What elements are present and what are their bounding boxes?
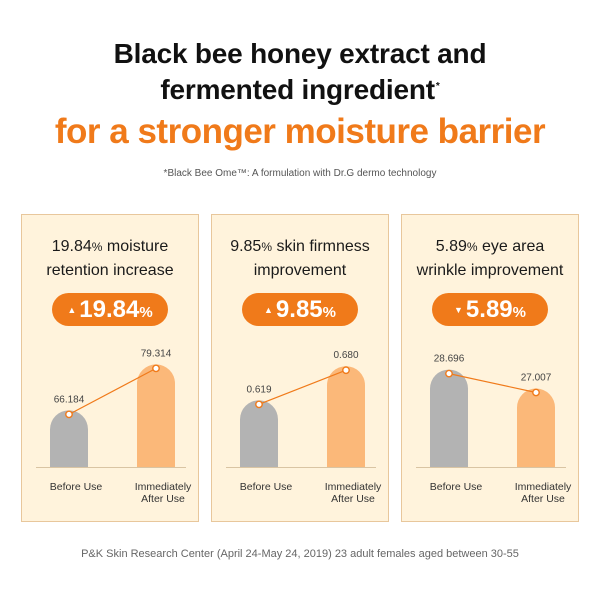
change-badge: ▲ 19.84% <box>52 293 168 326</box>
card-title-line2: wrinkle improvement <box>416 262 564 279</box>
card-title-text: skin firmness <box>276 238 370 255</box>
headline-asterisk: * <box>435 80 440 92</box>
card-title-text: moisture <box>106 238 169 255</box>
card-title-unit: % <box>466 240 478 254</box>
x-label-before: Before Use <box>41 481 111 493</box>
change-badge: ▼ 5.89% <box>432 293 548 326</box>
bar-after <box>137 364 175 467</box>
card-title: 9.85% skin firmness improvement <box>212 235 388 282</box>
card-title-value: 5.89 <box>435 238 467 255</box>
card-title-line2: improvement <box>253 262 347 279</box>
study-source: P&K Skin Research Center (April 24-May 2… <box>81 548 519 560</box>
x-label-before-text: Before Use <box>429 481 483 493</box>
x-label-before: Before Use <box>421 481 491 493</box>
headline-line-1: Black bee honey extract and <box>113 38 487 69</box>
stat-card-moisture: 19.84% moisture retention increase ▲ 19.8… <box>21 214 199 522</box>
x-label-after: Immediately After Use <box>128 481 198 505</box>
x-label-after-line1: Immediately <box>514 481 572 493</box>
headline-line-2-text: fermented ingredient <box>160 74 435 105</box>
card-title: 5.89% eye area wrinkle improvement <box>402 235 578 282</box>
x-label-after-line2: After Use <box>521 493 565 505</box>
point-before <box>255 400 263 409</box>
trend-line <box>258 369 347 405</box>
point-before <box>65 410 73 419</box>
stat-card-firmness: 9.85% skin firmness improvement ▲ 9.85% 0… <box>211 214 389 522</box>
trend-line <box>448 373 537 394</box>
x-label-after-line2: After Use <box>331 493 375 505</box>
change-badge: ▲ 9.85% <box>242 293 358 326</box>
x-label-after: Immediately After Use <box>508 481 578 505</box>
point-after <box>342 366 350 375</box>
card-title-value: 9.85 <box>230 238 262 255</box>
card-title-text: eye area <box>482 238 545 255</box>
bar-before <box>430 369 468 467</box>
value-label-after: 27.007 <box>521 373 552 384</box>
card-title-line2: retention increase <box>46 262 174 279</box>
bar-before <box>50 410 88 467</box>
bar-before <box>240 400 278 467</box>
card-title: 19.84% moisture retention increase <box>22 235 198 282</box>
bar-after <box>517 388 555 467</box>
bar-after <box>327 366 365 467</box>
x-label-before-text: Before Use <box>239 481 293 493</box>
headline-highlight: for a stronger moisture barrier <box>54 112 546 151</box>
badge-value: 9.85 <box>275 296 323 323</box>
point-before <box>445 369 453 378</box>
x-label-after-line2: After Use <box>141 493 185 505</box>
card-title-unit: % <box>91 240 103 254</box>
bar-chart-firmness: 0.619 0.680 <box>226 350 376 468</box>
point-after <box>152 364 160 373</box>
arrow-up-icon: ▲ <box>264 305 273 315</box>
value-label-after: 0.680 <box>333 350 358 361</box>
x-label-after-line1: Immediately <box>134 481 192 493</box>
ingredient-footnote: *Black Bee Ome™: A formulation with Dr.G… <box>163 168 437 179</box>
value-label-before: 28.696 <box>434 354 465 365</box>
badge-value: 5.89 <box>465 296 513 323</box>
headline-line-2: fermented ingredient* <box>0 74 600 106</box>
x-label-after: Immediately After Use <box>318 481 388 505</box>
value-label-before: 0.619 <box>246 384 271 395</box>
card-title-unit: % <box>261 240 272 254</box>
value-label-before: 66.184 <box>54 394 85 405</box>
badge-unit: % <box>139 304 153 321</box>
x-label-before: Before Use <box>231 481 301 493</box>
arrow-up-icon: ▲ <box>67 305 77 315</box>
x-label-before-text: Before Use <box>49 481 103 493</box>
point-after <box>532 388 540 397</box>
bar-chart-moisture: 66.184 79.314 <box>36 348 186 468</box>
bar-chart-wrinkle: 28.696 27.007 <box>416 354 566 468</box>
badge-unit: % <box>512 304 526 321</box>
badge-value: 19.84 <box>79 296 140 323</box>
badge-unit: % <box>322 304 336 321</box>
x-label-after-line1: Immediately <box>324 481 382 493</box>
stat-card-wrinkle: 5.89% eye area wrinkle improvement ▼ 5.89… <box>401 214 579 522</box>
arrow-down-icon: ▼ <box>454 305 463 315</box>
value-label-after: 79.314 <box>141 348 172 359</box>
card-title-value: 19.84 <box>51 238 92 255</box>
trend-line <box>68 367 157 415</box>
